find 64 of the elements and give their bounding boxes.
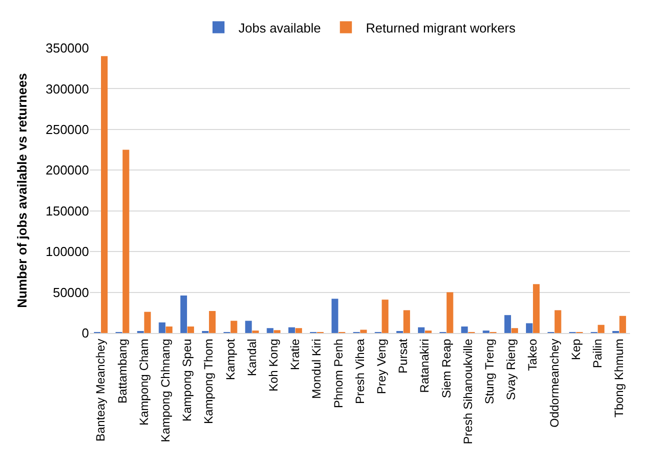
bar bbox=[208, 311, 216, 333]
x-tick-label: Tbong Khmum bbox=[612, 338, 626, 418]
x-tick-label: Oddormeanchey bbox=[547, 338, 562, 428]
x-tick-label: Banteay Meanchey bbox=[94, 338, 108, 442]
y-tick-label: 50000 bbox=[52, 284, 89, 300]
bar bbox=[100, 56, 108, 333]
bar bbox=[187, 326, 194, 333]
bar bbox=[598, 324, 604, 333]
bar bbox=[461, 326, 468, 333]
x-tick-label: Ratanakiri bbox=[418, 338, 432, 393]
bar bbox=[230, 320, 238, 333]
y-axis-title: Number of jobs available vs returnees bbox=[14, 73, 30, 308]
legend-label: Jobs available bbox=[238, 20, 321, 36]
y-tick-label: 200000 bbox=[46, 162, 89, 178]
bar bbox=[446, 292, 454, 333]
bar bbox=[511, 328, 518, 333]
x-tick-label: Siem Reap bbox=[439, 338, 454, 398]
bar bbox=[619, 316, 626, 333]
y-tick-label: 0 bbox=[82, 326, 89, 341]
x-tick-label: Kampong Chhnang bbox=[158, 338, 172, 442]
x-tick-label: Phnom Penh bbox=[331, 338, 346, 408]
bar bbox=[288, 327, 296, 333]
y-tick-label: 250000 bbox=[46, 122, 89, 137]
x-tick-label: Koh Kong bbox=[266, 338, 280, 392]
x-tick-label: Battambang bbox=[115, 338, 130, 404]
bar bbox=[266, 328, 274, 333]
bar bbox=[504, 315, 512, 333]
bar bbox=[418, 327, 425, 333]
bar bbox=[180, 296, 188, 333]
x-tick-label: Mondul Kiri bbox=[310, 338, 324, 399]
x-tick-label: Stung Treng bbox=[482, 338, 496, 404]
bar bbox=[295, 328, 302, 333]
x-tick-label: Svay Rieng bbox=[504, 338, 518, 400]
y-tick-label: 350000 bbox=[46, 40, 89, 56]
bar bbox=[245, 320, 252, 333]
x-tick-label: Kampong Cham bbox=[136, 338, 151, 426]
bar bbox=[526, 323, 533, 333]
y-tick-label: 100000 bbox=[46, 244, 89, 260]
bar bbox=[382, 300, 388, 333]
x-tick-label: Pursat bbox=[396, 338, 410, 374]
x-tick-label: Pailin bbox=[590, 338, 604, 368]
x-tick-label: Kep bbox=[568, 338, 583, 360]
bar bbox=[532, 284, 540, 333]
y-tick-label: 300000 bbox=[46, 81, 89, 96]
bar bbox=[554, 310, 562, 333]
bar bbox=[360, 330, 367, 333]
x-tick-label: Kampot bbox=[223, 338, 238, 380]
y-tick-label: 150000 bbox=[46, 203, 89, 218]
x-tick-label: Kandal bbox=[244, 338, 259, 376]
x-tick-label: Presh Vihea bbox=[352, 338, 367, 404]
legend-label: Returned migrant workers bbox=[366, 20, 516, 36]
bar bbox=[166, 326, 172, 333]
bar bbox=[158, 322, 166, 333]
x-tick-label: Presh Sihanoukville bbox=[460, 338, 475, 444]
x-tick-label: Kampong Thom bbox=[202, 338, 216, 424]
x-tick-label: Takeo bbox=[526, 338, 540, 371]
bar bbox=[122, 150, 130, 333]
x-tick-label: Prey Veng bbox=[374, 338, 388, 394]
bar bbox=[332, 298, 338, 333]
x-tick-label: Kratie bbox=[288, 338, 302, 370]
bar bbox=[403, 310, 410, 333]
bar bbox=[274, 330, 280, 333]
bar bbox=[144, 312, 151, 333]
x-tick-label: Kampong Speu bbox=[180, 338, 194, 422]
